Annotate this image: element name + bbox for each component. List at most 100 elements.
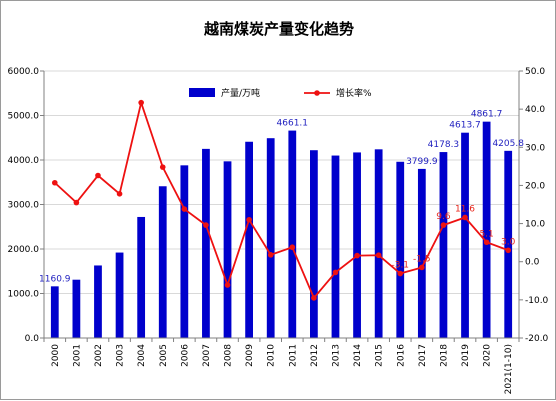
- x-tick-label: 2005: [159, 344, 169, 367]
- right-tick-label: 20.0: [525, 181, 545, 191]
- bar-2021(1-10): [504, 150, 513, 338]
- growth-point-2018: [440, 222, 447, 228]
- bar-value-label: 1160.9: [39, 274, 71, 284]
- growth-point-2013: [332, 269, 339, 276]
- axes: 0.0 1000.0 2000.0 3000.0 4000.0 5000.0 6000.0 -…: [8, 67, 549, 394]
- bar-value-label: 3799.9: [406, 157, 438, 167]
- left-tick-label: 1000.0: [8, 290, 40, 300]
- left-tick-label: 0.0: [25, 334, 40, 344]
- right-tick-label: 0.0: [525, 258, 540, 268]
- legend-line-marker: [314, 90, 320, 96]
- x-tick-label: 2015: [375, 344, 385, 367]
- bar-value-label: 4861.7: [471, 110, 503, 120]
- bar-value-label: 4205.8: [492, 139, 524, 149]
- x-tick-label: 2001: [72, 344, 82, 367]
- line-value-label: 9.6: [436, 212, 451, 222]
- bar-2011: [288, 130, 297, 338]
- x-tick-label: 2013: [331, 344, 341, 367]
- x-tick-label: 2006: [180, 344, 190, 367]
- bar-2020: [482, 121, 491, 338]
- growth-line: [54, 99, 509, 300]
- growth-point-2015: [375, 252, 382, 259]
- bar-series: [50, 121, 513, 338]
- line-series: [51, 99, 512, 301]
- left-tick-label: 5000.0: [8, 112, 40, 122]
- growth-point-2019: [462, 214, 468, 221]
- left-tick-label: 4000.0: [8, 156, 40, 166]
- bar-2006: [180, 165, 189, 338]
- growth-point-2021(1-10): [505, 247, 512, 254]
- x-tick-label: 2017: [418, 344, 428, 367]
- x-tick-label: 2008: [224, 344, 234, 367]
- x-tick-label: 2012: [310, 344, 320, 367]
- line-value-label: 11.6: [455, 204, 475, 214]
- growth-point-2012: [311, 295, 317, 301]
- x-tick-label: 2011: [288, 344, 298, 367]
- bar-2008: [223, 161, 232, 338]
- bar-2010: [266, 138, 275, 338]
- x-tick-label: 2019: [461, 344, 471, 367]
- right-tick-label: -20.0: [525, 334, 549, 344]
- bar-value-label: 4178.3: [428, 140, 460, 150]
- x-tick-label: 2002: [94, 344, 104, 367]
- growth-point-2002: [95, 172, 101, 179]
- legend: 产量/万吨 增长率%: [189, 87, 372, 99]
- legend-bar-swatch: [189, 88, 215, 97]
- bar-2017: [417, 168, 426, 338]
- growth-point-2004: [138, 99, 144, 106]
- x-tick-label: 2003: [116, 344, 126, 367]
- bar-2005: [158, 186, 167, 338]
- growth-point-2009: [246, 216, 252, 223]
- x-tick-label: 2007: [202, 344, 212, 367]
- x-tick-label: 2016: [396, 344, 406, 367]
- bar-2018: [439, 152, 448, 338]
- growth-point-2001: [73, 199, 80, 206]
- growth-point-2016: [397, 270, 404, 277]
- bar-2015: [374, 149, 383, 338]
- growth-point-2005: [159, 164, 166, 170]
- bar-2004: [137, 216, 146, 338]
- grid-lines: [44, 70, 519, 294]
- bar-2016: [396, 161, 405, 338]
- x-tick-label: 2010: [267, 344, 277, 367]
- bar-2001: [72, 279, 81, 338]
- growth-point-2003: [116, 191, 123, 197]
- left-tick-label: 2000.0: [8, 245, 40, 255]
- line-value-label: 5.1: [479, 229, 493, 239]
- right-tick-label: 30.0: [525, 143, 545, 153]
- right-tick-label: -10.0: [525, 296, 549, 306]
- growth-point-2010: [267, 252, 274, 258]
- x-tick-label: 2004: [137, 344, 147, 367]
- legend-bar-label: 产量/万吨: [221, 87, 260, 99]
- right-tick-label: 40.0: [525, 105, 545, 115]
- line-value-label: 3.0: [501, 237, 516, 247]
- left-tick-label: 6000.0: [8, 67, 40, 77]
- right-tick-label: 10.0: [525, 220, 545, 230]
- x-tick-label: 2020: [483, 344, 493, 367]
- growth-point-2014: [354, 252, 360, 259]
- bar-2014: [353, 152, 361, 338]
- growth-point-2008: [224, 282, 231, 288]
- bar-2003: [115, 252, 124, 338]
- x-tick-label: 2021(1-10): [504, 344, 514, 394]
- chart-title: 越南煤炭产量变化趋势: [203, 20, 354, 38]
- x-tick-label: 2014: [353, 344, 363, 367]
- bar-2019: [461, 132, 469, 338]
- growth-point-2006: [181, 206, 188, 212]
- bar-2000: [50, 286, 59, 338]
- x-tick-label: 2000: [51, 344, 61, 367]
- bar-2013: [331, 155, 340, 338]
- x-tick-label: 2018: [439, 344, 449, 367]
- bar-2002: [94, 265, 102, 338]
- bar-2012: [310, 150, 318, 338]
- bar-value-label: 4661.1: [277, 119, 309, 129]
- x-tick-label: 2009: [245, 344, 255, 367]
- growth-point-2000: [51, 179, 58, 186]
- growth-point-2017: [419, 264, 425, 271]
- bar-2009: [245, 141, 253, 338]
- bar-value-label: 4613.7: [449, 121, 481, 131]
- growth-point-2007: [203, 222, 209, 228]
